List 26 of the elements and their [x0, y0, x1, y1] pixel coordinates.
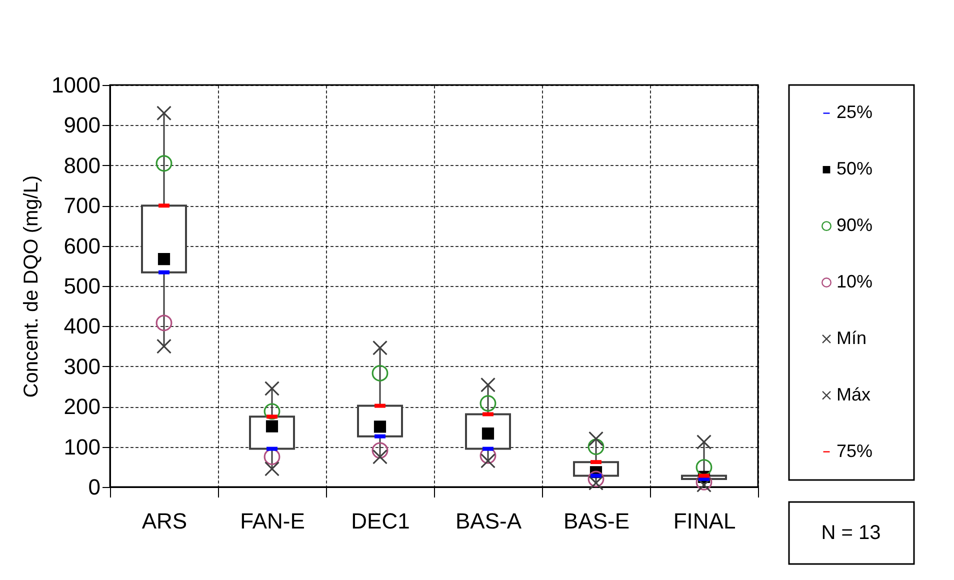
y-tick-label: 400	[64, 314, 100, 339]
legend-label: 25%	[836, 102, 873, 122]
y-tick-label: 900	[64, 112, 100, 138]
y-tick-label: 500	[64, 274, 100, 298]
y-tick-label: 0	[88, 474, 100, 500]
y-tick-label: 100	[64, 434, 100, 460]
legend-label: 90%	[836, 215, 873, 236]
y-tick-label: 800	[64, 152, 100, 178]
legend-label: Máx	[836, 384, 871, 404]
x-tick-label: BAS-E	[563, 508, 630, 534]
y-axis-title: Concent. de DQO (mg/L)	[20, 175, 43, 398]
x-tick-label: FINAL	[673, 508, 736, 534]
y-tick-label: 1000	[52, 72, 100, 98]
x-tick-label: BAS-A	[455, 508, 522, 534]
legend-label: Mín	[836, 328, 867, 348]
text: N = 13	[821, 522, 881, 544]
legend-label: 75%	[836, 440, 873, 461]
y-tick-label: 600	[64, 233, 100, 258]
legend-label: 50%	[836, 158, 873, 179]
y-tick-label: 700	[64, 193, 100, 218]
y-tick-label: 200	[64, 394, 100, 420]
y-tick-label: 300	[64, 354, 100, 379]
x-tick-label: DEC1	[351, 508, 410, 534]
legend-label: 10%	[836, 272, 873, 292]
x-tick-label: ARS	[142, 508, 188, 534]
x-tick-label: FAN-E	[240, 508, 305, 534]
